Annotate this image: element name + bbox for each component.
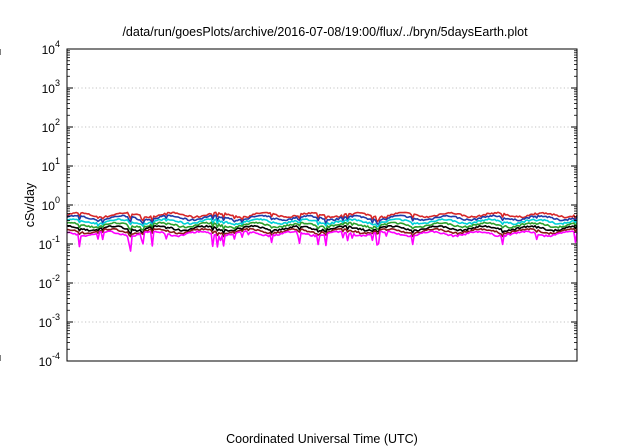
- y-tick-label: 100: [42, 195, 60, 213]
- series-line: [66, 221, 578, 232]
- y-tick-label: 103: [42, 78, 60, 96]
- y-tick-label: 104: [42, 39, 60, 57]
- series-group: [66, 211, 578, 252]
- series-line: [66, 211, 578, 223]
- y-tick-label: 101: [42, 156, 60, 174]
- y-tick-labels: 10-4 10-3 10-2 10-1 100 101 102 103 104: [39, 39, 60, 369]
- y-tick-label: 102: [42, 117, 60, 135]
- series-line: [66, 227, 578, 238]
- y-tick-label: 10-1: [39, 234, 60, 252]
- x-axis-label: Coordinated Universal Time (UTC): [226, 432, 418, 446]
- chart-title: /data/run/goesPlots/archive/2016-07-08/1…: [122, 25, 528, 39]
- grid: [67, 87, 577, 323]
- y-tick-label: 10-3: [39, 312, 60, 330]
- series-line: [66, 214, 578, 226]
- y-tick-label: 10-2: [39, 273, 60, 291]
- ticks: [0, 48, 577, 362]
- series-line: [66, 218, 578, 228]
- y-axis-label: cSv/day: [23, 182, 37, 227]
- series-line: [66, 230, 578, 252]
- y-tick-label: 10-4: [39, 351, 60, 369]
